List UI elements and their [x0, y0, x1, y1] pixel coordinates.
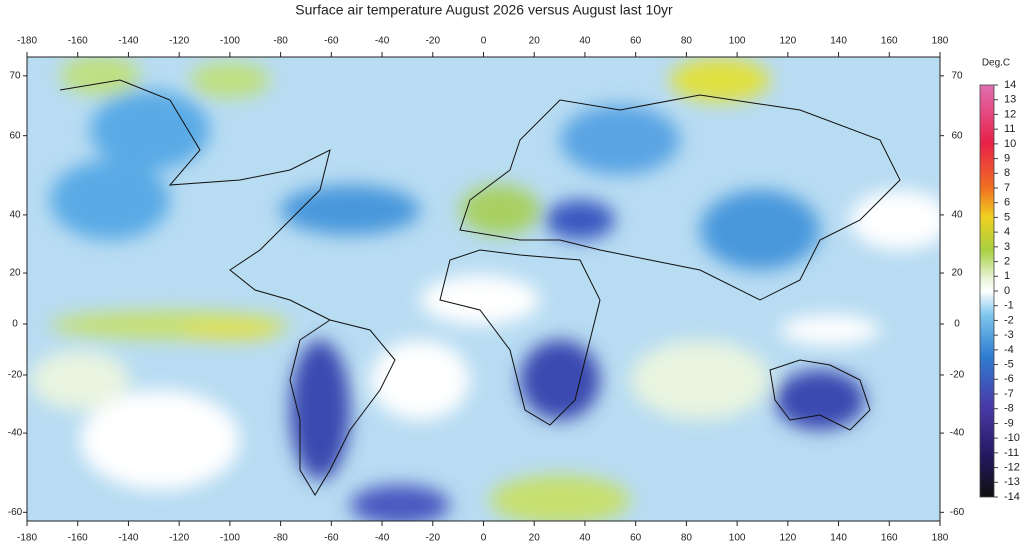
colorbar-tick-label: -13	[1004, 476, 1020, 488]
colorbar-tick-label: 12	[1004, 108, 1016, 120]
map-title: Surface air temperature August 2026 vers…	[295, 2, 673, 18]
colorbar-label: Deg.C	[982, 58, 1010, 69]
colorbar-tick-label: 3	[1004, 241, 1010, 253]
colorbar-tick-label: 9	[1004, 152, 1010, 164]
lon-tick-label-top: -100	[220, 36, 240, 47]
lon-tick-label-bottom: 80	[681, 533, 693, 544]
colorbar-tick-label: 13	[1004, 94, 1016, 106]
lon-tick-label-bottom: -120	[169, 533, 189, 544]
lon-tick-label-top: -160	[68, 36, 88, 47]
lat-tick-label-left: -60	[8, 507, 23, 518]
lon-tick-label-bottom: 40	[579, 533, 591, 544]
colorbar-tick-label: -3	[1004, 329, 1014, 341]
colorbar-tick-label: -11	[1004, 447, 1019, 459]
colorbar-tick-label: -10	[1004, 432, 1020, 444]
lon-tick-label-top: 120	[779, 36, 796, 47]
lat-tick-label-right: 20	[951, 268, 963, 279]
lon-tick-label-top: 0	[481, 36, 487, 47]
colorbar-tick-label: 2	[1004, 255, 1010, 267]
lat-tick-label-left: -40	[8, 428, 23, 439]
colorbar-tick-label: -1	[1004, 300, 1014, 312]
lon-tick-label-bottom: -60	[324, 533, 339, 544]
lon-tick-label-top: -40	[375, 36, 390, 47]
lon-tick-label-bottom: -40	[375, 533, 390, 544]
colorbar-tick-label: -9	[1004, 417, 1014, 429]
lon-tick-label-top: 180	[932, 36, 949, 47]
colorbar-tick-label: -2	[1004, 314, 1014, 326]
lon-tick-label-top: 20	[529, 36, 541, 47]
lon-tick-label-bottom: -180	[17, 533, 37, 544]
lon-tick-label-top: 100	[729, 36, 746, 47]
lat-tick-label-right: -20	[950, 370, 965, 381]
colorbar-tick-label: 7	[1004, 182, 1010, 194]
colorbar-tick-label: 5	[1004, 211, 1010, 223]
lon-tick-label-bottom: 160	[881, 533, 898, 544]
lat-tick-label-right: 70	[951, 70, 963, 81]
lon-tick-label-bottom: 100	[729, 533, 746, 544]
lat-tick-label-right: -60	[950, 507, 965, 518]
colorbar-tick-label: -4	[1004, 344, 1014, 356]
lon-tick-label-top: 80	[681, 36, 693, 47]
lat-tick-label-right: 40	[951, 210, 963, 221]
lat-tick-label-left: -20	[8, 370, 23, 381]
lat-tick-label-left: 20	[9, 268, 21, 279]
lon-tick-label-top: -120	[169, 36, 189, 47]
lon-tick-label-top: -20	[426, 36, 441, 47]
lon-tick-label-bottom: 140	[830, 533, 847, 544]
lon-tick-label-bottom: -160	[68, 533, 88, 544]
lon-tick-label-bottom: 180	[932, 533, 949, 544]
colorbar	[979, 84, 995, 498]
colorbar-tick-label: -12	[1004, 461, 1020, 473]
lat-tick-label-right: -40	[950, 428, 965, 439]
lon-tick-label-top: -180	[17, 36, 37, 47]
lon-tick-label-bottom: -100	[220, 533, 240, 544]
lon-tick-label-bottom: -140	[118, 533, 138, 544]
colorbar-tick-label: 8	[1004, 167, 1010, 179]
colorbar-tick-label: 10	[1004, 138, 1016, 150]
lon-tick-label-top: 160	[881, 36, 898, 47]
colorbar-tick-label: 4	[1004, 226, 1010, 238]
lat-tick-label-left: 40	[9, 210, 21, 221]
colorbar-tick-label: -6	[1004, 373, 1014, 385]
lon-tick-label-bottom: -20	[426, 533, 441, 544]
colorbar-tick-label: 6	[1004, 197, 1010, 209]
lat-tick-label-left: 70	[9, 70, 21, 81]
lon-tick-label-bottom: 60	[630, 533, 642, 544]
colorbar-tick-label: 14	[1004, 79, 1016, 91]
lat-tick-label-left: 0	[12, 319, 18, 330]
lon-tick-label-bottom: 120	[779, 533, 796, 544]
lon-tick-label-top: 60	[630, 36, 642, 47]
lon-tick-label-top: -80	[273, 36, 288, 47]
lon-tick-label-top: -60	[324, 36, 339, 47]
colorbar-tick-label: -14	[1004, 491, 1020, 503]
lat-tick-label-right: 0	[954, 319, 960, 330]
colorbar-tick-label: 11	[1004, 123, 1015, 135]
lon-tick-label-bottom: 0	[481, 533, 487, 544]
lon-tick-label-bottom: -80	[273, 533, 288, 544]
lon-tick-label-top: -140	[118, 36, 138, 47]
lon-tick-label-top: 40	[579, 36, 591, 47]
colorbar-tick-label: 1	[1004, 270, 1010, 282]
temperature-field	[27, 57, 940, 521]
lon-tick-label-top: 140	[830, 36, 847, 47]
lat-tick-label-right: 60	[951, 130, 963, 141]
colorbar-tick-label: -7	[1004, 388, 1014, 400]
colorbar-tick-label: -8	[1004, 403, 1014, 415]
lat-tick-label-left: 60	[9, 130, 21, 141]
colorbar-tick-label: -5	[1004, 358, 1014, 370]
coastlines	[59, 79, 901, 496]
colorbar-tick-label: 0	[1004, 285, 1010, 297]
lon-tick-label-bottom: 20	[529, 533, 541, 544]
